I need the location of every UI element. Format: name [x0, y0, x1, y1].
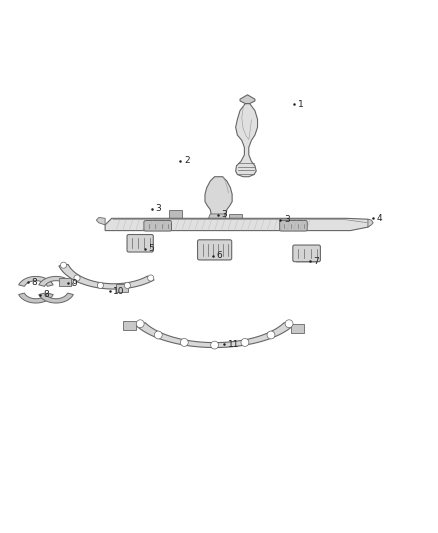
Polygon shape [96, 217, 105, 225]
FancyBboxPatch shape [127, 235, 153, 252]
Polygon shape [19, 277, 53, 286]
Polygon shape [59, 264, 154, 289]
FancyBboxPatch shape [279, 221, 307, 231]
Circle shape [148, 275, 154, 281]
Circle shape [97, 282, 103, 288]
FancyBboxPatch shape [59, 278, 71, 286]
Text: 5: 5 [148, 245, 154, 254]
Text: 4: 4 [377, 214, 382, 223]
Polygon shape [368, 219, 373, 227]
Text: 10: 10 [113, 287, 124, 296]
Circle shape [285, 320, 293, 328]
FancyBboxPatch shape [144, 221, 171, 231]
Polygon shape [240, 95, 255, 103]
Circle shape [211, 341, 219, 349]
Circle shape [267, 331, 275, 339]
Text: 1: 1 [298, 100, 304, 109]
Circle shape [136, 320, 144, 328]
FancyBboxPatch shape [291, 324, 304, 333]
FancyBboxPatch shape [116, 285, 128, 292]
Text: 3: 3 [221, 211, 227, 219]
Text: 7: 7 [313, 257, 319, 266]
Text: 2: 2 [184, 156, 190, 165]
Polygon shape [39, 293, 73, 303]
Text: 3: 3 [284, 215, 290, 224]
Polygon shape [39, 277, 73, 286]
Circle shape [74, 275, 80, 281]
Polygon shape [19, 293, 53, 303]
FancyBboxPatch shape [293, 245, 320, 262]
FancyBboxPatch shape [229, 214, 242, 224]
Polygon shape [205, 177, 232, 219]
Text: 11: 11 [228, 340, 239, 349]
FancyBboxPatch shape [198, 240, 232, 260]
FancyBboxPatch shape [169, 210, 182, 220]
Text: 3: 3 [155, 204, 161, 213]
Circle shape [180, 338, 188, 346]
Circle shape [241, 338, 249, 346]
Polygon shape [105, 219, 372, 231]
Polygon shape [208, 214, 226, 223]
Text: 8: 8 [44, 290, 49, 300]
Text: 6: 6 [217, 251, 223, 260]
Circle shape [60, 262, 67, 268]
Text: 9: 9 [71, 279, 77, 288]
Circle shape [124, 282, 131, 288]
Polygon shape [135, 322, 294, 348]
Text: 8: 8 [32, 278, 37, 287]
FancyBboxPatch shape [123, 321, 136, 330]
Polygon shape [236, 103, 258, 177]
Circle shape [154, 331, 162, 339]
